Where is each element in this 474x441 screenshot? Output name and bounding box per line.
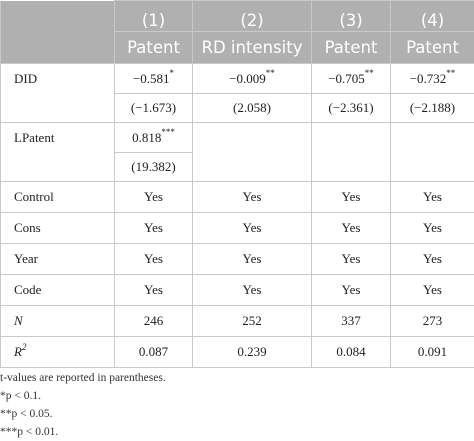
column-number-1: (1) <box>115 1 193 32</box>
lpatent-tstat: (19.382) <box>115 153 193 182</box>
did-coef-cell-4: −0.732** <box>391 64 474 94</box>
year-value-3: Yes <box>312 244 391 275</box>
cons-value-4: Yes <box>391 213 474 244</box>
table-row-did-tstat: (−1.673) (2.058) (−2.361) (−2.188) <box>1 94 474 123</box>
note-significance-10: *p < 0.1. <box>0 387 166 405</box>
control-value-1: Yes <box>115 182 193 213</box>
lpatent-tstat-empty-4 <box>391 153 474 182</box>
did-stars-4: ** <box>446 68 455 78</box>
table-notes: t-values are reported in parentheses. *p… <box>0 369 166 441</box>
code-value-4: Yes <box>391 275 474 306</box>
column-number-2: (2) <box>193 1 312 32</box>
did-stars-3: ** <box>365 68 374 78</box>
control-value-3: Yes <box>312 182 391 213</box>
row-label-did: DID <box>1 64 115 94</box>
r2-label-base: R <box>14 344 22 359</box>
control-value-4: Yes <box>391 182 474 213</box>
did-coef-cell-1: −0.581* <box>115 64 193 94</box>
lpatent-tstat-empty-2 <box>193 153 312 182</box>
row-label-cons: Cons <box>1 213 115 244</box>
year-value-4: Yes <box>391 244 474 275</box>
code-value-2: Yes <box>193 275 312 306</box>
control-value-2: Yes <box>193 182 312 213</box>
dependent-var-1: Patent <box>115 32 193 64</box>
did-tstat-2: (2.058) <box>193 94 312 123</box>
table-row-did-coef: DID −0.581* −0.009** −0.705** −0.732** <box>1 64 474 94</box>
table-row-year: Year Yes Yes Yes Yes <box>1 244 474 275</box>
note-tvalues: t-values are reported in parentheses. <box>0 369 166 387</box>
dependent-var-4: Patent <box>391 32 474 64</box>
column-number-4: (4) <box>391 1 474 32</box>
r2-value-1: 0.087 <box>115 337 193 368</box>
note-significance-05: **p < 0.05. <box>0 405 166 423</box>
did-coef-1: −0.581 <box>133 71 170 86</box>
table-body: DID −0.581* −0.009** −0.705** −0.732** (… <box>1 64 474 368</box>
did-coef-4: −0.732 <box>410 71 447 86</box>
table-header: (1) (2) (3) (4) Patent RD intensity Pate… <box>1 1 474 64</box>
did-coef-3: −0.705 <box>328 71 365 86</box>
lpatent-coef: 0.818 <box>132 130 161 145</box>
table-row-control: Control Yes Yes Yes Yes <box>1 182 474 213</box>
r2-value-2: 0.239 <box>193 337 312 368</box>
cons-value-3: Yes <box>312 213 391 244</box>
year-value-1: Yes <box>115 244 193 275</box>
table-row-lpatent-tstat: (19.382) <box>1 153 474 182</box>
year-value-2: Yes <box>193 244 312 275</box>
regression-table-container: (1) (2) (3) (4) Patent RD intensity Pate… <box>0 0 474 368</box>
row-label-r2: R2 <box>1 337 115 368</box>
row-label-year: Year <box>1 244 115 275</box>
n-value-2: 252 <box>193 306 312 337</box>
did-coef-cell-3: −0.705** <box>312 64 391 94</box>
n-value-3: 337 <box>312 306 391 337</box>
table-row-lpatent-coef: LPatent 0.818*** <box>1 123 474 153</box>
lpatent-empty-2 <box>193 123 312 153</box>
cons-value-1: Yes <box>115 213 193 244</box>
column-number-3: (3) <box>312 1 391 32</box>
n-value-4: 273 <box>391 306 474 337</box>
r2-label-sup: 2 <box>22 342 27 352</box>
r2-value-4: 0.091 <box>391 337 474 368</box>
row-label-n: N <box>1 306 115 337</box>
stub-header-cell <box>1 1 115 64</box>
column-number-row: (1) (2) (3) (4) <box>1 1 474 32</box>
row-label-lpatent-empty <box>1 153 115 182</box>
did-tstat-1: (−1.673) <box>115 94 193 123</box>
code-value-1: Yes <box>115 275 193 306</box>
regression-table: (1) (2) (3) (4) Patent RD intensity Pate… <box>0 0 474 368</box>
table-row-code: Code Yes Yes Yes Yes <box>1 275 474 306</box>
row-label-lpatent: LPatent <box>1 123 115 153</box>
dependent-var-3: Patent <box>312 32 391 64</box>
did-coef-2: −0.009 <box>229 71 266 86</box>
did-tstat-4: (−2.188) <box>391 94 474 123</box>
cons-value-2: Yes <box>193 213 312 244</box>
did-tstat-3: (−2.361) <box>312 94 391 123</box>
table-row-n: N 246 252 337 273 <box>1 306 474 337</box>
table-row-cons: Cons Yes Yes Yes Yes <box>1 213 474 244</box>
row-label-control: Control <box>1 182 115 213</box>
did-stars-2: ** <box>266 68 275 78</box>
did-stars-1: * <box>170 68 175 78</box>
row-label-did-empty <box>1 94 115 123</box>
did-coef-cell-2: −0.009** <box>193 64 312 94</box>
lpatent-stars: *** <box>161 127 175 137</box>
lpatent-tstat-empty-3 <box>312 153 391 182</box>
r2-value-3: 0.084 <box>312 337 391 368</box>
n-value-1: 246 <box>115 306 193 337</box>
lpatent-empty-4 <box>391 123 474 153</box>
lpatent-empty-3 <box>312 123 391 153</box>
dependent-var-2: RD intensity <box>193 32 312 64</box>
row-label-code: Code <box>1 275 115 306</box>
table-row-r2: R2 0.087 0.239 0.084 0.091 <box>1 337 474 368</box>
lpatent-coef-cell: 0.818*** <box>115 123 193 153</box>
note-significance-01: ***p < 0.01. <box>0 423 166 441</box>
code-value-3: Yes <box>312 275 391 306</box>
